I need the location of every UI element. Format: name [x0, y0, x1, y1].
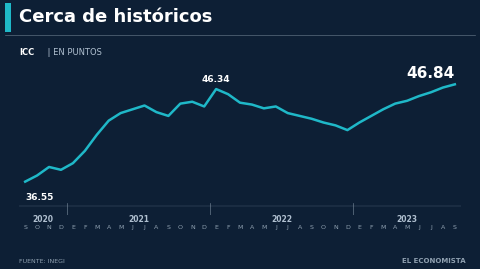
Text: EL ECONOMISTA: EL ECONOMISTA [402, 258, 466, 264]
Text: 2021: 2021 [128, 215, 149, 224]
Text: FUENTE: INEGI: FUENTE: INEGI [19, 259, 65, 264]
Text: 2020: 2020 [33, 215, 54, 224]
Text: 36.55: 36.55 [25, 193, 54, 202]
Text: 2022: 2022 [271, 215, 292, 224]
Text: 2023: 2023 [396, 215, 418, 224]
Text: | EN PUNTOS: | EN PUNTOS [45, 48, 102, 57]
Text: 46.84: 46.84 [407, 66, 455, 80]
Text: ICC: ICC [19, 48, 35, 57]
Text: 46.34: 46.34 [202, 75, 230, 84]
Text: Cerca de históricos: Cerca de históricos [19, 8, 213, 26]
